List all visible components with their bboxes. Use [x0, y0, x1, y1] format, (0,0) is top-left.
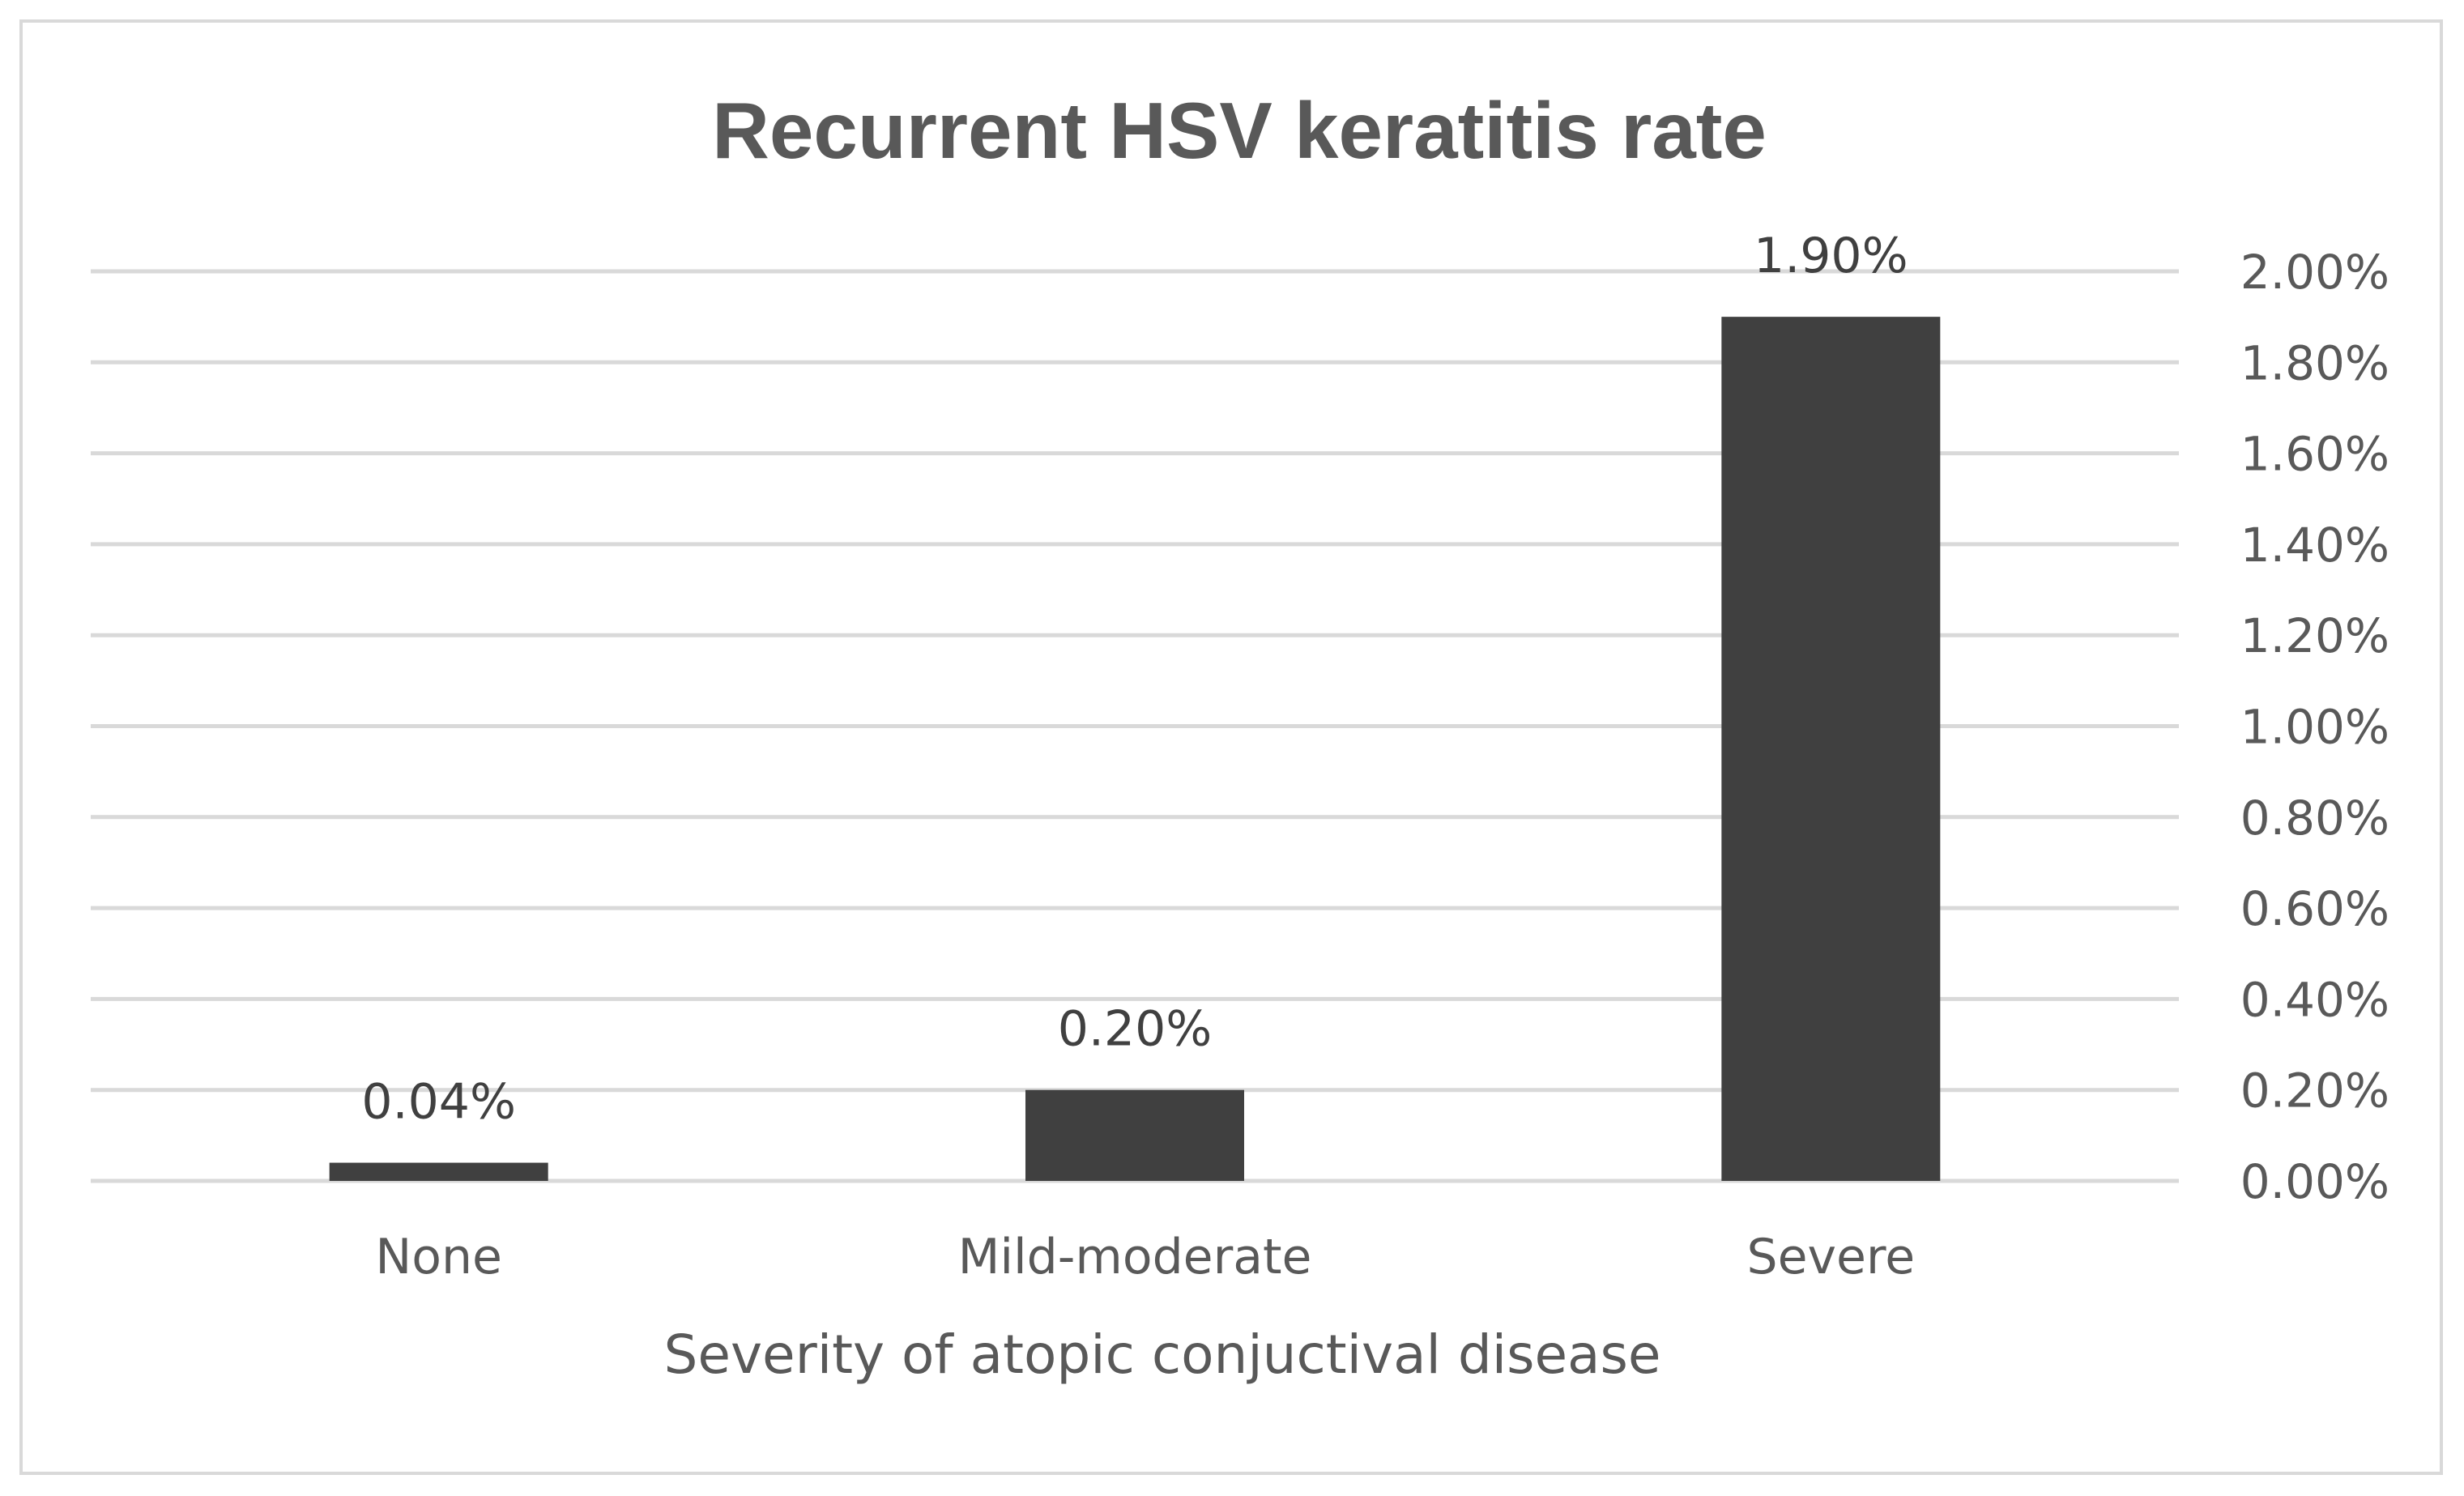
y-tick-label: 1.60% — [2240, 427, 2389, 482]
x-category-label: Mild-moderate — [958, 1229, 1312, 1285]
x-category-label: None — [375, 1229, 502, 1285]
x-axis-title: Severity of atopic conjuctival disease — [664, 1323, 1661, 1386]
y-tick-label: 0.60% — [2240, 881, 2389, 936]
data-labels: 0.04% 0.20% 1.90% — [361, 228, 1908, 1130]
x-category-label: Severe — [1746, 1229, 1915, 1285]
y-tick-label: 0.00% — [2240, 1154, 2389, 1209]
y-tick-label: 1.20% — [2240, 608, 2389, 663]
y-tick-label: 1.40% — [2240, 518, 2389, 573]
y-tick-label: 1.80% — [2240, 335, 2389, 390]
bar-mild-moderate — [1025, 1089, 1244, 1181]
y-axis-ticks: 0.00% 0.20% 0.40% 0.60% 0.80% 1.00% 1.20% 1.40%… — [2240, 245, 2389, 1209]
y-tick-label: 0.80% — [2240, 791, 2389, 846]
y-tick-label: 1.00% — [2240, 700, 2389, 755]
chart-frame — [19, 19, 2443, 1475]
chart-title: Recurrent HSV keratitis rate — [712, 86, 1767, 175]
bars — [329, 317, 1941, 1181]
y-tick-label: 2.00% — [2240, 245, 2389, 300]
data-label: 0.20% — [1058, 1001, 1213, 1058]
y-tick-label: 0.40% — [2240, 972, 2389, 1027]
x-axis-categories: None Mild-moderate Severe — [375, 1229, 1915, 1285]
y-tick-label: 0.20% — [2240, 1063, 2389, 1119]
data-label: 0.04% — [361, 1074, 516, 1131]
bar-none — [329, 1162, 548, 1181]
bar-severe — [1721, 317, 1941, 1181]
data-label: 1.90% — [1754, 228, 1908, 284]
